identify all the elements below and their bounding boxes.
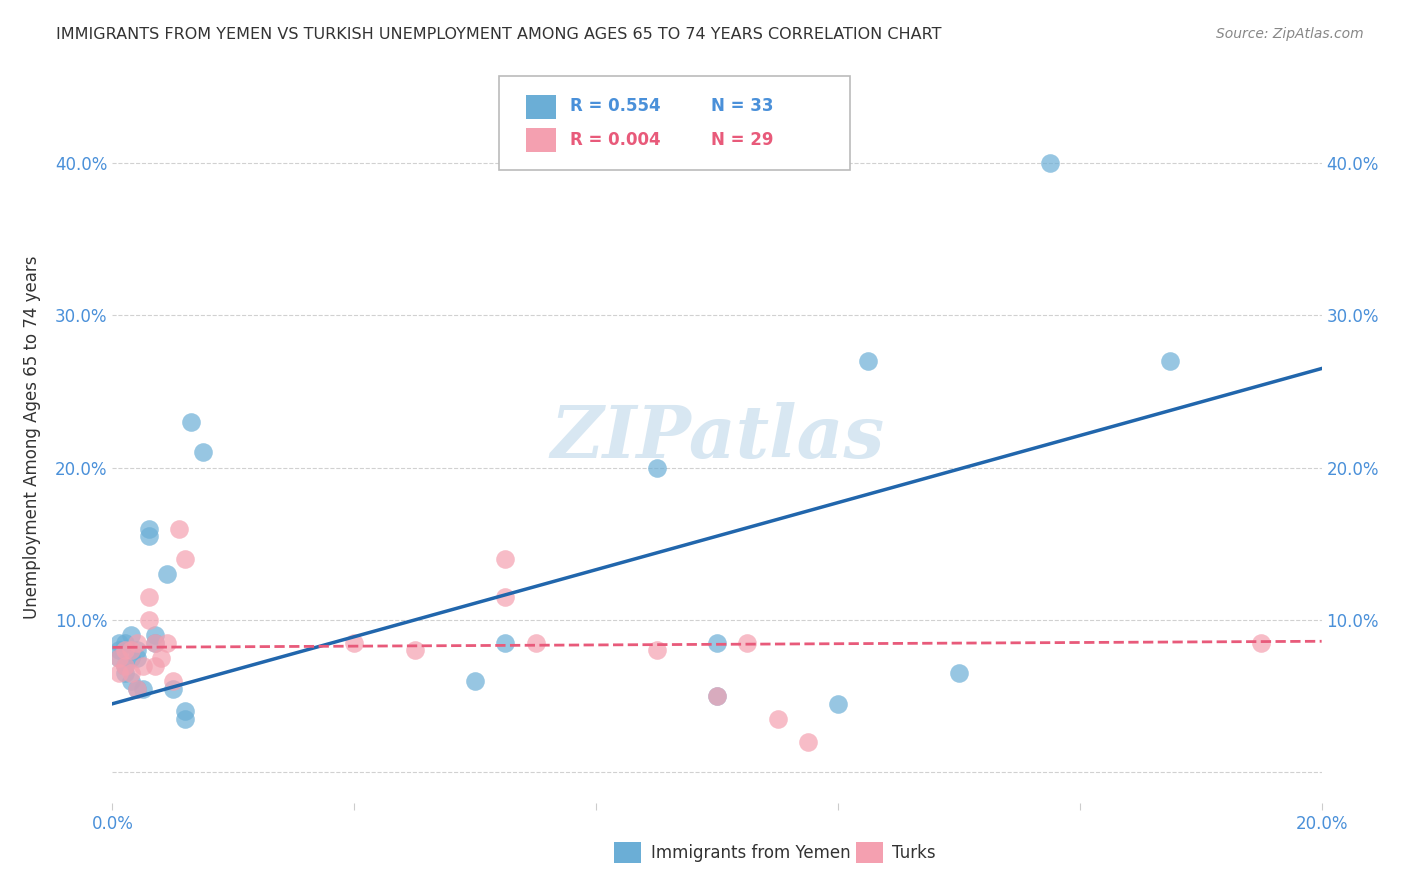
Point bbox=[107, 651, 129, 665]
Point bbox=[948, 666, 970, 681]
Point bbox=[827, 697, 849, 711]
Point bbox=[143, 628, 166, 642]
Point bbox=[125, 681, 148, 696]
Point bbox=[132, 681, 155, 696]
Point bbox=[191, 445, 214, 459]
Point bbox=[125, 651, 148, 665]
Point bbox=[162, 681, 184, 696]
Point bbox=[120, 651, 142, 665]
Point bbox=[125, 681, 148, 696]
Point bbox=[495, 552, 517, 566]
Point bbox=[464, 673, 486, 688]
Point bbox=[495, 590, 517, 604]
Point bbox=[856, 354, 880, 368]
Point bbox=[107, 636, 129, 650]
Point bbox=[138, 521, 160, 535]
Text: N = 33: N = 33 bbox=[711, 97, 773, 115]
Text: N = 29: N = 29 bbox=[711, 131, 773, 149]
Point bbox=[796, 735, 818, 749]
Point bbox=[120, 666, 142, 681]
Point bbox=[766, 712, 789, 726]
Point bbox=[706, 689, 728, 703]
Text: Source: ZipAtlas.com: Source: ZipAtlas.com bbox=[1216, 27, 1364, 41]
Point bbox=[156, 567, 179, 582]
Point bbox=[174, 712, 197, 726]
Point bbox=[343, 636, 366, 650]
Point bbox=[167, 521, 190, 535]
Y-axis label: Unemployment Among Ages 65 to 74 years: Unemployment Among Ages 65 to 74 years bbox=[24, 255, 41, 619]
Point bbox=[149, 651, 172, 665]
Bar bbox=[526, 128, 557, 152]
Point bbox=[138, 590, 160, 604]
Point bbox=[1250, 636, 1272, 650]
Point bbox=[645, 460, 668, 475]
FancyBboxPatch shape bbox=[499, 77, 851, 170]
Point bbox=[120, 673, 142, 688]
Point bbox=[404, 643, 426, 657]
Text: R = 0.004: R = 0.004 bbox=[569, 131, 661, 149]
Point bbox=[125, 643, 148, 657]
Point bbox=[114, 658, 136, 673]
Point bbox=[143, 636, 166, 650]
Point bbox=[107, 666, 129, 681]
Point bbox=[737, 636, 759, 650]
Point bbox=[1038, 156, 1062, 170]
Point bbox=[114, 643, 136, 657]
Point bbox=[114, 658, 136, 673]
Text: IMMIGRANTS FROM YEMEN VS TURKISH UNEMPLOYMENT AMONG AGES 65 TO 74 YEARS CORRELAT: IMMIGRANTS FROM YEMEN VS TURKISH UNEMPLO… bbox=[56, 27, 942, 42]
Point bbox=[143, 636, 166, 650]
Point bbox=[706, 636, 728, 650]
Point bbox=[138, 613, 160, 627]
Bar bbox=[614, 842, 641, 863]
Point bbox=[162, 673, 184, 688]
Point bbox=[495, 636, 517, 650]
Text: R = 0.554: R = 0.554 bbox=[569, 97, 661, 115]
Text: Immigrants from Yemen: Immigrants from Yemen bbox=[651, 844, 851, 862]
Point bbox=[125, 636, 148, 650]
Point bbox=[706, 689, 728, 703]
Point bbox=[174, 705, 197, 719]
Bar bbox=[526, 95, 557, 119]
Point bbox=[107, 651, 129, 665]
Point bbox=[132, 658, 155, 673]
Point bbox=[156, 636, 179, 650]
Point bbox=[107, 643, 129, 657]
Point bbox=[138, 529, 160, 543]
Bar bbox=[856, 842, 883, 863]
Point bbox=[120, 643, 142, 657]
Point bbox=[1159, 354, 1181, 368]
Point bbox=[120, 628, 142, 642]
Point bbox=[180, 415, 202, 429]
Text: Turks: Turks bbox=[893, 844, 936, 862]
Point bbox=[174, 552, 197, 566]
Point bbox=[114, 636, 136, 650]
Point bbox=[143, 658, 166, 673]
Point bbox=[524, 636, 547, 650]
Point bbox=[114, 666, 136, 681]
Point bbox=[645, 643, 668, 657]
Text: ZIPatlas: ZIPatlas bbox=[550, 401, 884, 473]
